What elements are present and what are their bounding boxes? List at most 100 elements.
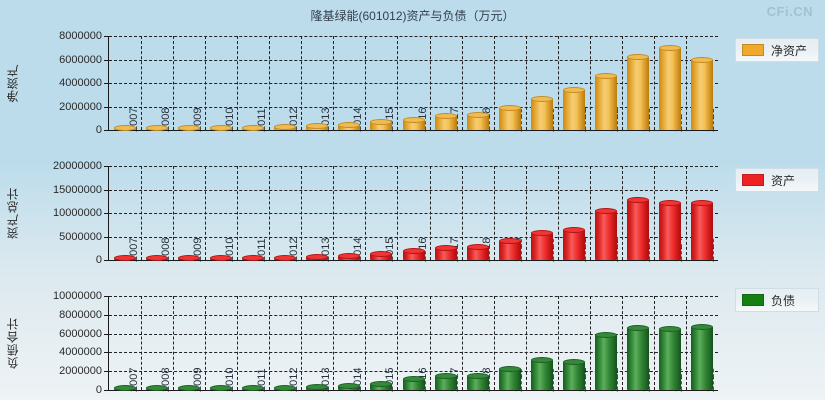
bar-2009[interactable] — [178, 384, 201, 391]
y-tick-label: 10000000 — [53, 207, 102, 219]
bar-2008[interactable] — [146, 124, 169, 131]
bar-2019[interactable] — [498, 105, 521, 130]
bar-2023[interactable] — [626, 324, 649, 390]
bar-2013[interactable] — [306, 254, 329, 261]
bar-2017[interactable] — [434, 244, 457, 260]
bar-2014[interactable] — [338, 122, 361, 130]
bar-2012[interactable] — [274, 384, 297, 391]
bar-2020[interactable] — [530, 356, 553, 390]
bar-2014[interactable] — [338, 253, 361, 260]
bar-2024[interactable] — [658, 44, 681, 130]
chart-panel-net-assets: 净资产2007200820092010201120122013201420152… — [0, 28, 825, 153]
bar-2011[interactable] — [242, 384, 265, 391]
bar-2010[interactable] — [210, 254, 233, 261]
chart-panel-total-assets: 资产总计 2007 2008 2009 2010 2011 2012 2013 2014 2015… — [0, 158, 825, 283]
bar-2018[interactable] — [466, 372, 489, 390]
bar-2016[interactable] — [402, 247, 425, 260]
gridline-vertical — [429, 296, 431, 390]
legend-net-assets[interactable]: 净资产 — [735, 38, 819, 62]
bar-2025[interactable] — [690, 199, 713, 260]
bar-cap — [306, 384, 329, 391]
bar-2015[interactable] — [370, 250, 393, 260]
bar-2022[interactable] — [594, 208, 617, 260]
bar-2020[interactable] — [530, 96, 553, 130]
y-tick-label: 8000000 — [59, 308, 102, 321]
bar-2007[interactable] — [114, 124, 137, 131]
bar-2008[interactable] — [146, 384, 169, 391]
bar-2017[interactable] — [434, 373, 457, 390]
bar-2022[interactable] — [594, 332, 617, 390]
bar-2023[interactable] — [626, 196, 649, 260]
legend-total-liabilities[interactable]: 负债 — [735, 288, 819, 312]
gridline-vertical — [205, 36, 207, 130]
bar-2007[interactable] — [114, 254, 137, 261]
bar-2024[interactable] — [658, 200, 681, 260]
bar-2020[interactable] — [530, 229, 553, 260]
bar-2013[interactable] — [306, 123, 329, 130]
gridline-vertical — [301, 166, 303, 260]
bar-2011[interactable] — [242, 124, 265, 131]
gridline-vertical — [589, 36, 591, 130]
bar-2019[interactable] — [498, 237, 521, 260]
bar-2021[interactable] — [562, 226, 585, 260]
bar-2017[interactable] — [434, 113, 457, 130]
bar-2010[interactable] — [210, 384, 233, 391]
y-tick-mark — [104, 83, 109, 84]
bar-cap — [114, 124, 137, 131]
legend-swatch-icon — [742, 174, 764, 186]
gridline-vertical — [173, 296, 175, 390]
bar-2011[interactable] — [242, 254, 265, 261]
bar-2019[interactable] — [498, 365, 521, 390]
y-axis-title: 资产总计 — [6, 187, 20, 239]
legend-swatch-icon — [742, 44, 764, 56]
y-tick-mark — [104, 352, 109, 354]
bar-2025[interactable] — [690, 56, 713, 130]
bar-2022[interactable] — [594, 72, 617, 130]
gridline-vertical — [141, 296, 143, 390]
bar-2008[interactable] — [146, 254, 169, 261]
bar-cap — [338, 382, 361, 389]
bar-2014[interactable] — [338, 382, 361, 390]
legend-total-assets[interactable]: 资产 — [735, 168, 819, 192]
bar-2010[interactable] — [210, 124, 233, 131]
bar-2007[interactable] — [114, 384, 137, 391]
gridline-vertical — [557, 166, 559, 260]
bar-2009[interactable] — [178, 124, 201, 131]
bar-2025[interactable] — [690, 324, 713, 390]
y-tick-mark — [104, 260, 109, 261]
plot-area-total-liabilities: 0 2000000 4000000 6000000 8000000 10000000 — [53, 290, 718, 396]
bar-cap — [690, 199, 713, 206]
y-tick-mark — [104, 189, 109, 191]
bar-2012[interactable] — [274, 123, 297, 130]
bar-2009[interactable] — [178, 254, 201, 261]
y-tick-label: 4000000 — [59, 77, 102, 89]
gridline-vertical — [141, 36, 143, 130]
bar-2021[interactable] — [562, 358, 585, 390]
bar-2018[interactable] — [466, 243, 489, 260]
bar-cap — [626, 54, 649, 61]
bar-2015[interactable] — [370, 118, 393, 130]
bar-2016[interactable] — [402, 117, 425, 130]
bar-2013[interactable] — [306, 384, 329, 391]
bar-cap — [242, 384, 265, 391]
gridline-vertical — [429, 36, 431, 130]
gridline-vertical — [237, 166, 239, 260]
bar-2018[interactable] — [466, 111, 489, 130]
gridline-vertical — [685, 166, 687, 260]
gridline-vertical — [493, 296, 495, 390]
bar-cap — [210, 124, 233, 131]
legend-label: 净资产 — [771, 43, 808, 58]
gridline-vertical — [525, 166, 527, 260]
bar-2021[interactable] — [562, 87, 585, 130]
bar-cap — [210, 384, 233, 391]
bar-2024[interactable] — [658, 325, 681, 390]
bar-2016[interactable] — [402, 376, 425, 390]
bar-cap — [562, 358, 585, 365]
bar-cap — [530, 229, 553, 236]
bar-2012[interactable] — [274, 254, 297, 261]
y-tick-label: 2000000 — [59, 100, 102, 113]
bar-2015[interactable] — [370, 381, 393, 390]
bar-2023[interactable] — [626, 54, 649, 130]
legend-label: 资产 — [771, 173, 796, 188]
bar-cap — [594, 332, 617, 339]
